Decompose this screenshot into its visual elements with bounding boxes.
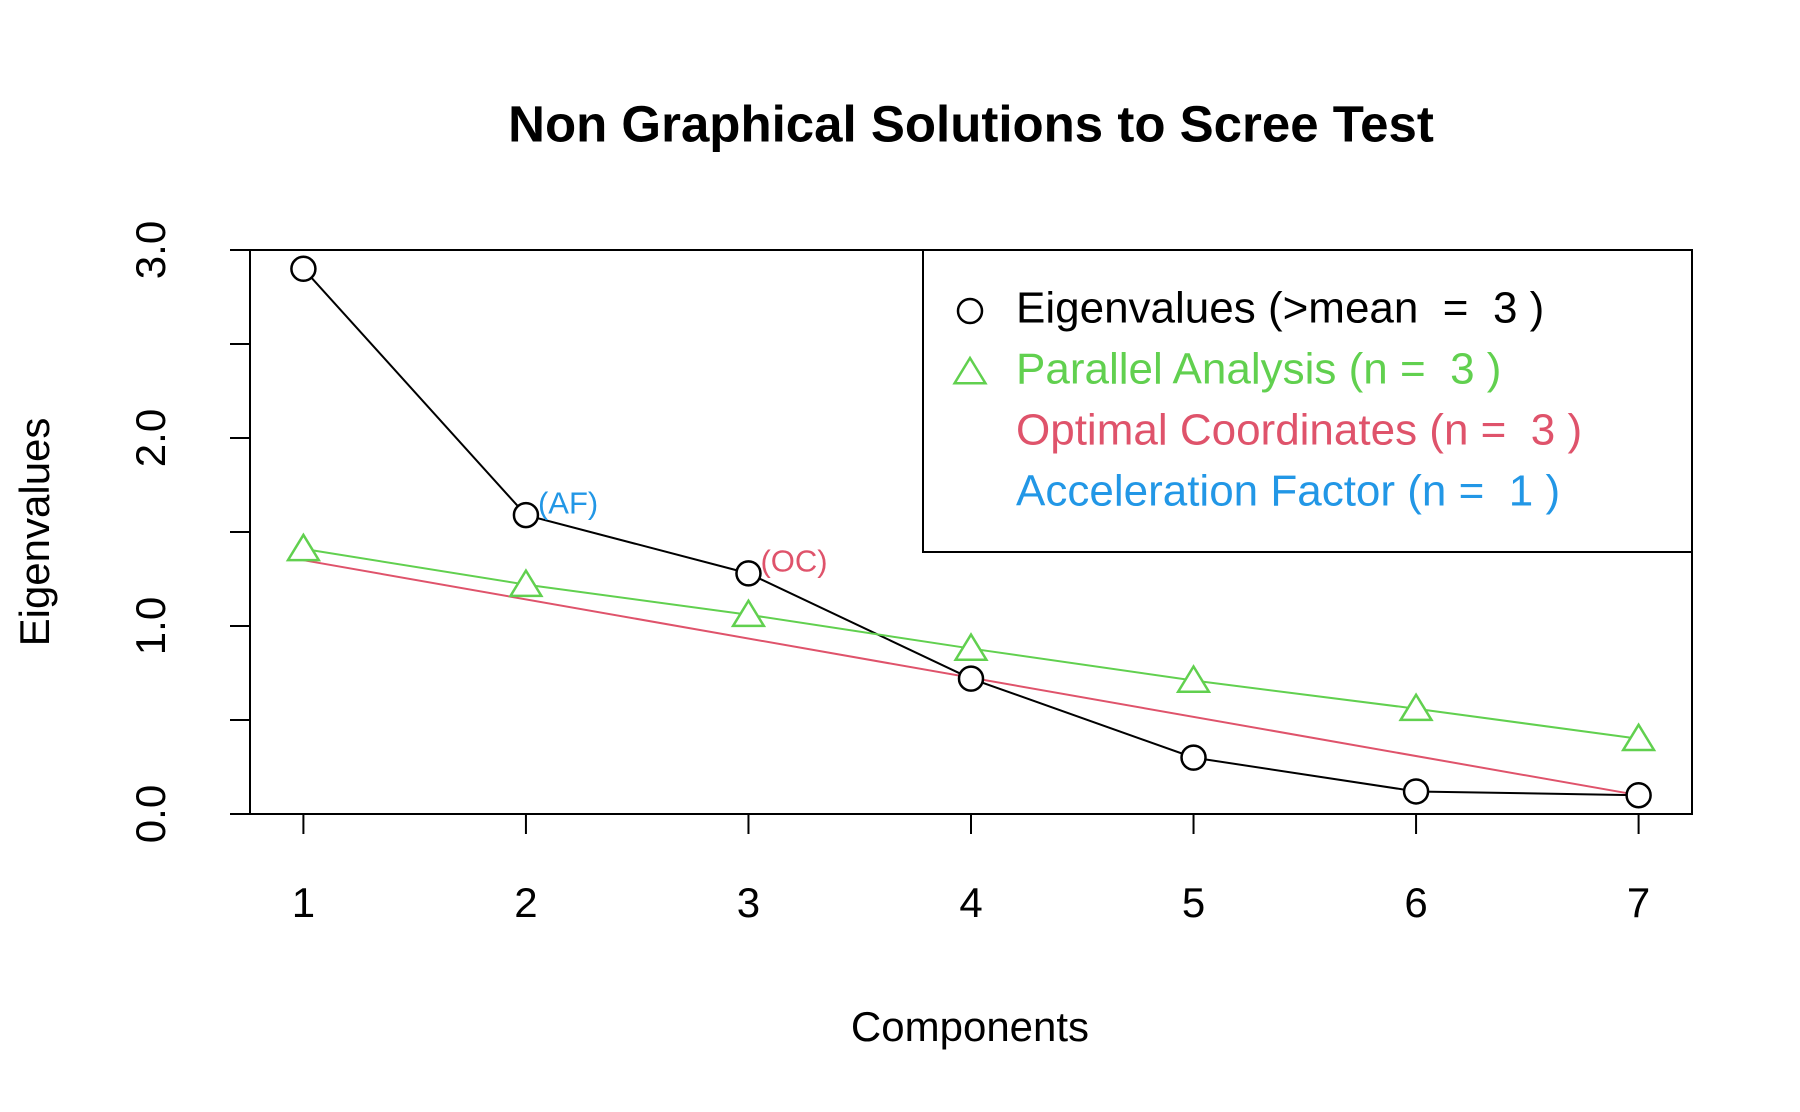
point bbox=[508, 568, 544, 598]
y-axis-label: Eigenvalues bbox=[11, 418, 58, 647]
legend-box bbox=[922, 249, 1693, 553]
point bbox=[512, 501, 540, 529]
legend-label: Acceleration Factor (n = 1 ) bbox=[1016, 467, 1560, 516]
x-tick-label: 1 bbox=[292, 879, 315, 926]
point bbox=[957, 665, 985, 692]
point bbox=[290, 255, 317, 283]
x-axis-label: Components bbox=[851, 1003, 1089, 1050]
point bbox=[285, 532, 322, 562]
point bbox=[953, 632, 989, 662]
x-tick-label: 4 bbox=[959, 879, 982, 926]
x-tick-label: 5 bbox=[1182, 879, 1205, 926]
annotation: (OC) bbox=[760, 544, 827, 579]
point bbox=[1398, 692, 1434, 722]
legend-marker bbox=[952, 355, 988, 385]
y-tick-label: 3.0 bbox=[127, 221, 174, 279]
point bbox=[1625, 781, 1652, 809]
point bbox=[730, 598, 767, 628]
x-tick-label: 7 bbox=[1627, 879, 1650, 926]
x-tick-label: 3 bbox=[737, 879, 760, 926]
y-tick-label: 2.0 bbox=[127, 409, 174, 467]
y-tick-label: 1.0 bbox=[127, 597, 174, 655]
x-tick-label: 6 bbox=[1404, 879, 1427, 926]
legend-label: Parallel Analysis (n = 3 ) bbox=[1016, 345, 1501, 394]
point bbox=[1620, 722, 1657, 752]
point bbox=[1180, 744, 1207, 771]
legend-label: Optimal Coordinates (n = 3 ) bbox=[1016, 406, 1582, 455]
legend-marker bbox=[956, 297, 984, 325]
legend-label: Eigenvalues (>mean = 3 ) bbox=[1016, 284, 1544, 333]
point bbox=[1402, 778, 1430, 805]
point bbox=[735, 560, 762, 587]
point bbox=[1175, 664, 1212, 693]
annotation: (AF) bbox=[538, 485, 598, 520]
y-tick-label: 0.0 bbox=[127, 785, 174, 843]
x-tick-label: 2 bbox=[514, 879, 537, 926]
chart-title: Non Graphical Solutions to Scree Test bbox=[508, 95, 1434, 152]
